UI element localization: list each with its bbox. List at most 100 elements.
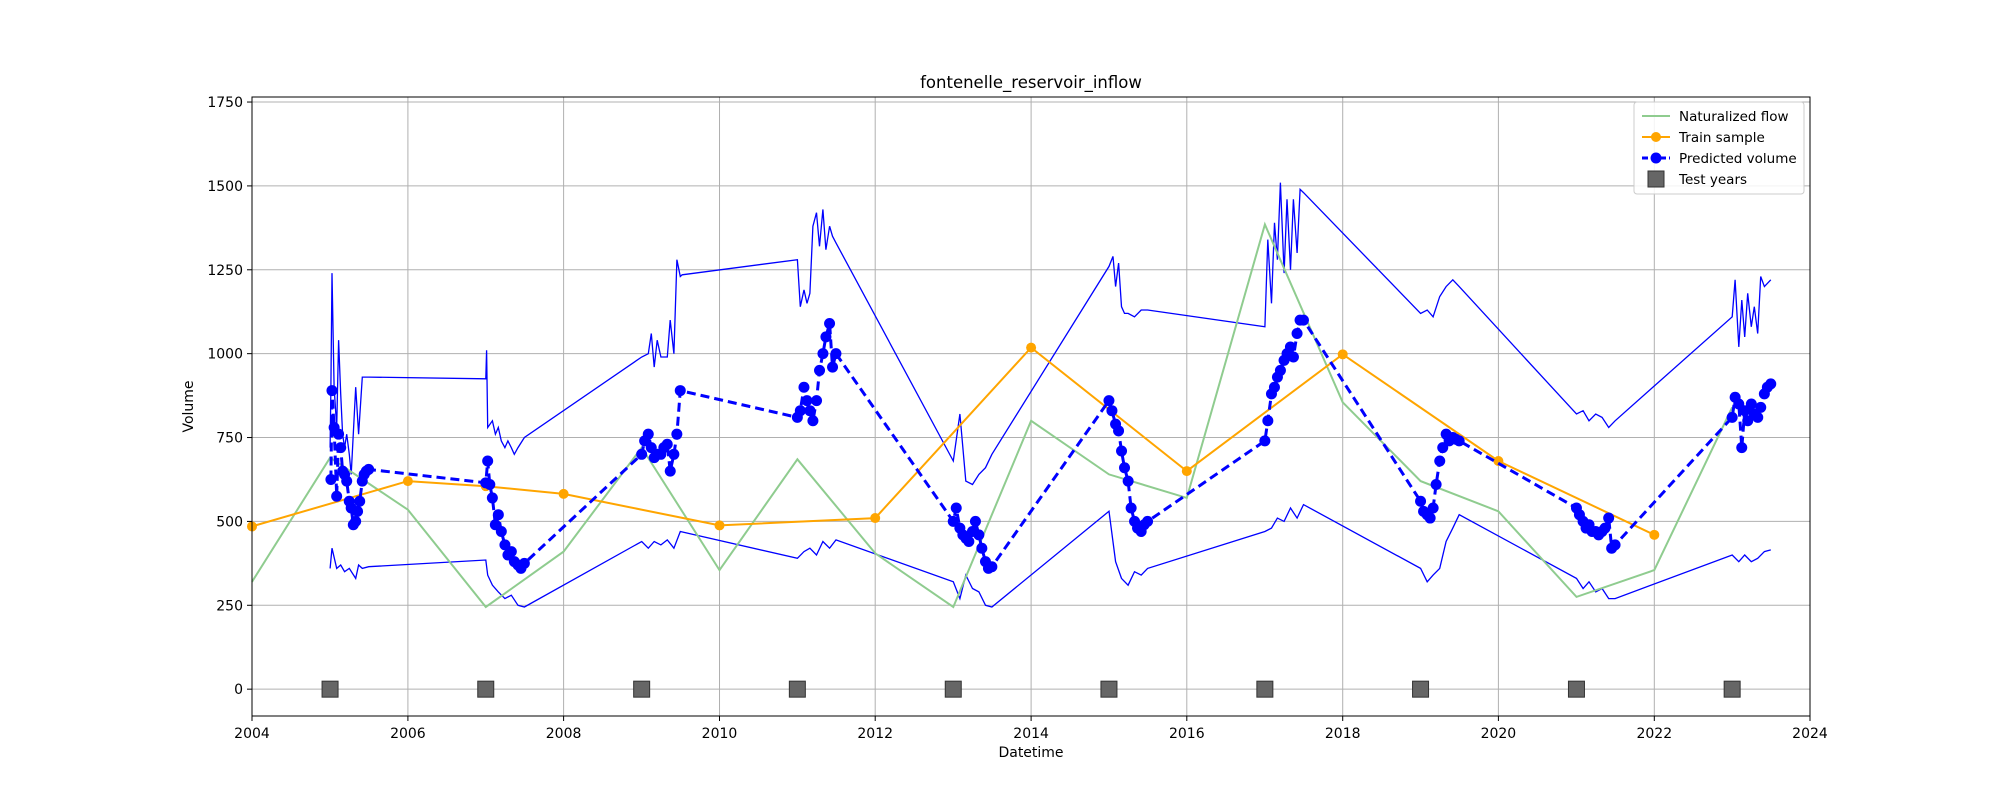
y-tick-label: 1750: [207, 95, 243, 111]
predicted-volume-point: [824, 317, 836, 329]
predicted-volume-point: [1142, 515, 1154, 527]
x-tick-label: 2022: [1636, 726, 1672, 742]
predicted-volume-point: [1119, 462, 1131, 474]
predicted-volume-point: [1116, 445, 1128, 457]
predicted-volume-point: [1739, 405, 1751, 417]
predicted-volume-point: [794, 405, 806, 417]
x-tick-label: 2010: [702, 726, 738, 742]
predicted-volume-point: [674, 385, 686, 397]
test-year-marker: [477, 680, 495, 698]
test-year-marker: [788, 680, 806, 698]
test-year-marker: [1723, 680, 1741, 698]
legend-predicted-entry: Predicted volume: [1642, 151, 1797, 167]
predicted-volume-point: [1603, 512, 1615, 524]
predicted-volume-point: [354, 495, 366, 507]
predicted-volume-point: [671, 428, 683, 440]
y-tick-label: 0: [234, 682, 243, 698]
predicted-volume-point: [1742, 415, 1754, 427]
legend-test-entry: Test years: [1647, 170, 1747, 188]
legend-naturalized-entry: Naturalized flow: [1642, 109, 1789, 125]
test-year-marker: [1567, 680, 1585, 698]
predicted-volume-point: [817, 348, 829, 360]
legend-train-label: Train sample: [1678, 130, 1765, 146]
train-sample-point: [714, 520, 725, 531]
predicted-volume-point: [1297, 314, 1309, 326]
x-tick-label: 2006: [390, 726, 426, 742]
predicted-volume-point: [963, 536, 975, 548]
predicted-volume-point: [482, 455, 494, 467]
chart-title: fontenelle_reservoir_inflow: [920, 73, 1142, 93]
train-sample-point: [558, 488, 569, 499]
predicted-volume-point: [1268, 381, 1280, 393]
x-axis-title: Datetime: [998, 745, 1063, 761]
predicted-volume-point: [950, 502, 962, 514]
y-axis: 0 250 500 750 1000 1250 1500 1750: [207, 95, 252, 698]
y-tick-label: 1500: [207, 179, 243, 195]
naturalized-flow-line: [251, 221, 1734, 609]
predicted-volume-point: [1755, 401, 1767, 413]
y-tick-label: 250: [216, 598, 243, 614]
predicted-volume-point: [1427, 502, 1439, 514]
plot-area: [247, 182, 1777, 698]
predicted-volume-point: [986, 561, 998, 573]
legend: Naturalized flow Train sample Predicted vo…: [1633, 101, 1805, 195]
predicted-volume-point: [486, 492, 498, 504]
train-sample-point: [1649, 529, 1660, 540]
predicted-volume-point: [1103, 395, 1115, 407]
predicted-volume-point: [1745, 398, 1757, 410]
train-sample-point: [1026, 342, 1037, 353]
legend-test-label: Test years: [1678, 172, 1747, 188]
predicted-volume-point: [350, 515, 362, 527]
predicted-volume-point: [642, 428, 654, 440]
predicted-volume-point: [947, 515, 959, 527]
predicted-volume-point: [976, 542, 988, 554]
test-year-marker: [1256, 680, 1274, 698]
legend-train-entry: Train sample: [1642, 130, 1765, 146]
predicted-volume-point: [333, 428, 345, 440]
predicted-volume-point: [830, 348, 842, 360]
predicted-volume-point: [1106, 405, 1118, 417]
predicted-volume-point: [1122, 475, 1134, 487]
y-tick-label: 750: [216, 431, 243, 447]
train-sample-point: [1337, 349, 1348, 360]
x-tick-label: 2016: [1169, 726, 1205, 742]
predicted-volume-point: [1736, 442, 1748, 454]
prediction-upper-line: [329, 182, 1772, 486]
predicted-volume-point: [1752, 411, 1764, 423]
x-tick-label: 2008: [546, 726, 582, 742]
predicted-volume-point: [969, 515, 981, 527]
x-tick-label: 2018: [1325, 726, 1361, 742]
predicted-volume-point: [352, 505, 364, 517]
predicted-volume-point: [484, 479, 496, 491]
y-tick-label: 500: [216, 514, 243, 530]
y-axis-title: Volume: [181, 380, 197, 432]
predicted-volume-point: [1125, 502, 1137, 514]
train-sample-point: [870, 513, 881, 524]
legend-predicted-label: Predicted volume: [1679, 151, 1797, 167]
predicted-volume-point: [1284, 341, 1296, 353]
predicted-volume-point: [325, 473, 337, 485]
predicted-volume-point: [505, 546, 517, 558]
x-tick-label: 2012: [857, 726, 893, 742]
predicted-volume-point: [1726, 411, 1738, 423]
predicted-volume-point: [1434, 455, 1446, 467]
legend-naturalized-label: Naturalized flow: [1679, 109, 1789, 125]
predicted-volume-point: [1415, 495, 1427, 507]
predicted-volume-point: [495, 525, 507, 537]
predicted-volume-point: [798, 381, 810, 393]
predicted-volume-point: [804, 405, 816, 417]
predicted-volume-point: [661, 438, 673, 450]
predicted-volume-point: [335, 442, 347, 454]
predicted-volume-point: [636, 448, 648, 460]
predicted-volume-point: [668, 448, 680, 460]
predicted-volume-point: [1599, 522, 1611, 534]
predicted-volume-point: [363, 463, 375, 475]
test-year-marker: [633, 680, 651, 698]
predicted-volume-point: [1453, 435, 1465, 447]
x-tick-label: 2014: [1013, 726, 1049, 742]
predicted-volume-point: [1609, 539, 1621, 551]
x-tick-label: 2024: [1792, 726, 1828, 742]
test-year-marker: [321, 680, 339, 698]
predicted-volume-point: [1424, 512, 1436, 524]
y-tick-label: 1000: [207, 347, 243, 363]
